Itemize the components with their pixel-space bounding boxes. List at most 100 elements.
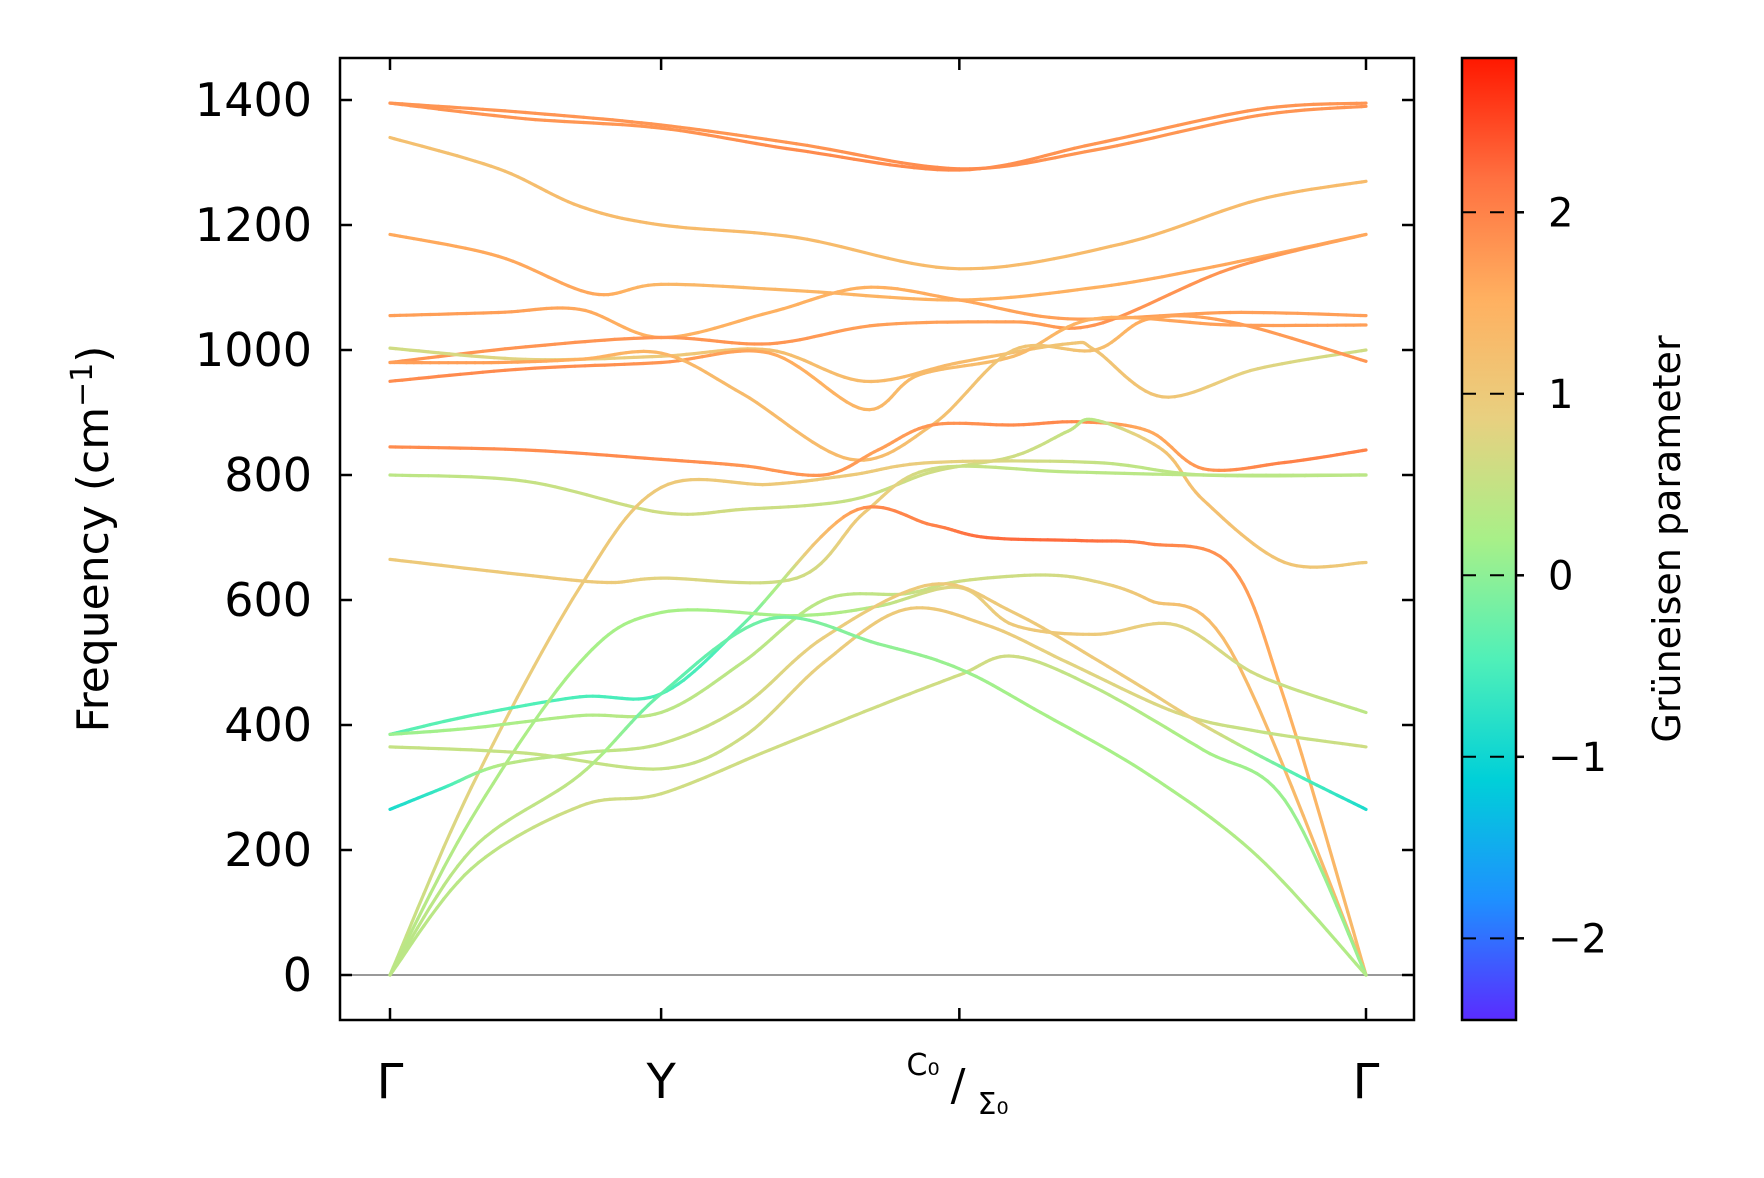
branch-segment	[563, 340, 577, 345]
branch-segment	[1072, 144, 1087, 150]
branch-segment	[827, 520, 839, 531]
branch-segment	[1347, 932, 1356, 949]
branch-segment	[543, 483, 558, 489]
branch-segment	[605, 498, 619, 505]
branch-segment	[449, 814, 460, 834]
branch-segment	[888, 295, 904, 300]
branch-segment	[564, 487, 578, 494]
branch-segment	[571, 660, 582, 673]
branch-segment	[1235, 257, 1253, 264]
branch-segment	[888, 163, 904, 168]
branch-segment	[564, 450, 578, 455]
branch-segment	[451, 565, 466, 570]
branch-segment	[795, 235, 810, 241]
branch-segment	[611, 118, 625, 123]
branch-segment	[1333, 350, 1347, 357]
branch-segment	[763, 232, 778, 237]
branch-segment	[447, 105, 462, 110]
branch-segment	[1209, 816, 1221, 826]
branch-segment	[492, 749, 507, 754]
colorbar-label: Grüneisen parameter	[1645, 335, 1689, 743]
branch-segment	[474, 567, 489, 573]
branch-segment	[484, 829, 495, 839]
branch-segment	[583, 339, 597, 344]
branch-segment	[862, 250, 878, 258]
branch-segment	[442, 830, 453, 850]
branch-segment	[1249, 257, 1264, 264]
branch-segment	[543, 118, 557, 123]
branch-segment	[1271, 251, 1287, 258]
branch-segment	[1228, 263, 1243, 271]
series-branch-03	[388, 135, 1368, 271]
branch-segment	[1093, 139, 1108, 146]
branch-segment	[1315, 241, 1330, 248]
branch-segment	[1245, 107, 1260, 113]
branch-segment	[817, 290, 832, 295]
branch-segment	[620, 123, 634, 128]
branch-segment	[1301, 340, 1317, 347]
branch-segment	[1322, 873, 1333, 893]
x-tick-label: Y	[645, 1054, 676, 1110]
y-tick-label: 1000	[195, 323, 312, 377]
branch-segment	[784, 140, 799, 146]
branch-segment	[1178, 283, 1192, 292]
branch-segment	[574, 451, 589, 456]
branch-segment	[523, 117, 537, 122]
branch-segment	[1224, 117, 1239, 124]
branch-segment	[462, 817, 473, 832]
branch-segment	[731, 285, 746, 290]
branch-segment	[993, 264, 1009, 270]
branch-segment	[553, 341, 567, 346]
branch-segment	[462, 785, 473, 804]
branch-segment	[449, 864, 460, 878]
branch-segment	[1265, 105, 1279, 110]
branch-segment	[1246, 683, 1261, 709]
branch-segment	[1267, 730, 1283, 761]
branch-segment	[864, 159, 880, 165]
branch-segment	[770, 412, 782, 421]
branch-segment	[404, 920, 414, 938]
branch-segment	[582, 120, 595, 125]
branch-segment	[1161, 226, 1176, 234]
branch-segment	[523, 366, 537, 371]
series-branch-06	[388, 232, 1368, 365]
branch-segment	[630, 120, 644, 125]
x-tick-label-c0-sigma0: C₀ / Σ₀	[907, 1048, 1009, 1122]
branch-segment	[548, 687, 560, 702]
series-branch-01	[388, 101, 1368, 171]
series-branch-04	[388, 232, 1368, 302]
branch-segment	[764, 137, 778, 143]
colorbar-ticks: −2 −1 0 1 2	[1462, 190, 1607, 962]
branch-segment	[1004, 466, 1019, 471]
branch-segment	[481, 748, 496, 753]
branch-segment	[1151, 126, 1168, 133]
series-branch-10	[388, 420, 1368, 477]
branch-segment	[1178, 319, 1192, 324]
branch-segment	[786, 423, 799, 433]
branch-segment	[410, 906, 420, 925]
branch-segment	[1282, 249, 1298, 255]
branch-segment	[422, 876, 432, 896]
series-branch-05	[388, 285, 1368, 340]
branch-segment	[828, 153, 844, 159]
branch-segment	[1290, 785, 1305, 818]
branch-segment	[595, 452, 609, 457]
branch-segment	[613, 337, 627, 341]
phonon-branches	[388, 101, 1368, 977]
branch-segment	[1188, 320, 1203, 325]
branch-segment	[532, 708, 544, 724]
branch-segment	[754, 141, 768, 147]
branch-segment	[819, 527, 831, 539]
branch-segment	[1224, 111, 1239, 117]
branch-segment	[1198, 274, 1213, 282]
branch-segment	[426, 355, 441, 360]
branch-segment	[572, 120, 586, 125]
branch-segment	[523, 751, 538, 756]
branch-segment	[437, 104, 451, 109]
branch-segment	[1323, 347, 1338, 354]
branch-segment	[981, 265, 997, 270]
series-branch-18	[388, 582, 1368, 812]
branch-segment	[774, 145, 788, 151]
branch-segment	[640, 121, 654, 126]
